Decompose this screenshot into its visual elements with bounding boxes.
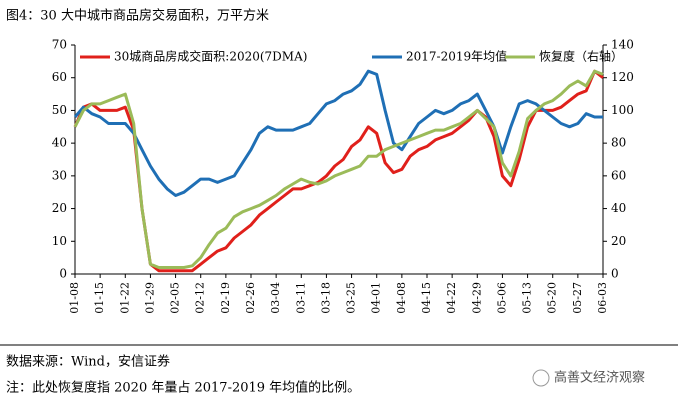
y-tick-label: 20 — [52, 201, 67, 215]
series-line — [73, 69, 604, 269]
y2-tick-label: 20 — [611, 234, 626, 248]
x-tick-label: 04-01 — [370, 282, 383, 314]
x-tick-label: 06-03 — [596, 282, 609, 314]
y-tick-label: 70 — [52, 38, 67, 52]
x-tick-label: 03-25 — [345, 282, 358, 314]
x-tick-label: 02-05 — [169, 282, 182, 314]
watermark: 高善文经济观察 — [554, 370, 645, 386]
y-tick-label: 40 — [52, 136, 67, 150]
series-line — [73, 69, 604, 273]
x-tick-label: 02-26 — [244, 282, 257, 314]
x-tick-label: 04-22 — [445, 282, 458, 314]
x-tick-label: 02-19 — [219, 282, 232, 314]
watermark-icon — [532, 369, 550, 387]
y2-tick-label: 140 — [611, 38, 634, 52]
x-tick-label: 05-06 — [495, 282, 508, 314]
y-tick-label: 50 — [52, 103, 67, 117]
y-tick-label: 10 — [52, 234, 67, 248]
x-tick-label: 03-04 — [269, 282, 282, 314]
chart-title: 图4：30 大中城市商品房交易面积，万平方米 — [6, 8, 269, 24]
y-tick-label: 30 — [52, 168, 67, 182]
series-line — [73, 69, 603, 197]
x-tick-label: 01-08 — [68, 282, 81, 314]
y2-tick-label: 40 — [611, 201, 626, 215]
legend-label: 2017-2019年均值 — [406, 49, 507, 64]
x-tick-label: 04-15 — [420, 282, 433, 314]
note: 注：此处恢复度指 2020 年量占 2017-2019 年均值的比例。 — [6, 380, 360, 396]
source: 数据来源：Wind，安信证券 — [6, 354, 170, 370]
x-tick-label: 05-13 — [521, 282, 534, 314]
x-tick-label: 05-20 — [546, 282, 559, 314]
x-tick-label: 05-27 — [571, 282, 584, 314]
x-tick-label: 04-08 — [395, 282, 408, 314]
x-tick-label: 03-11 — [294, 282, 307, 314]
y2-tick-label: 100 — [611, 103, 634, 117]
legend-label: 恢复度（右轴） — [539, 49, 623, 64]
legend-label: 30城商品房成交面积:2020(7DMA) — [114, 49, 307, 64]
x-tick-label: 04-29 — [470, 282, 483, 314]
x-tick-label: 01-22 — [118, 282, 131, 314]
x-tick-label: 01-15 — [93, 282, 106, 314]
y2-tick-label: 60 — [611, 168, 626, 182]
y2-tick-label: 80 — [611, 136, 626, 150]
y2-tick-label: 120 — [611, 70, 634, 84]
y2-tick-label: 0 — [611, 267, 619, 281]
x-tick-label: 02-12 — [194, 282, 207, 314]
x-tick-label: 03-18 — [319, 282, 332, 314]
y-tick-label: 60 — [52, 70, 67, 84]
x-tick-label: 01-29 — [143, 282, 156, 314]
y-tick-label: 0 — [59, 267, 67, 281]
